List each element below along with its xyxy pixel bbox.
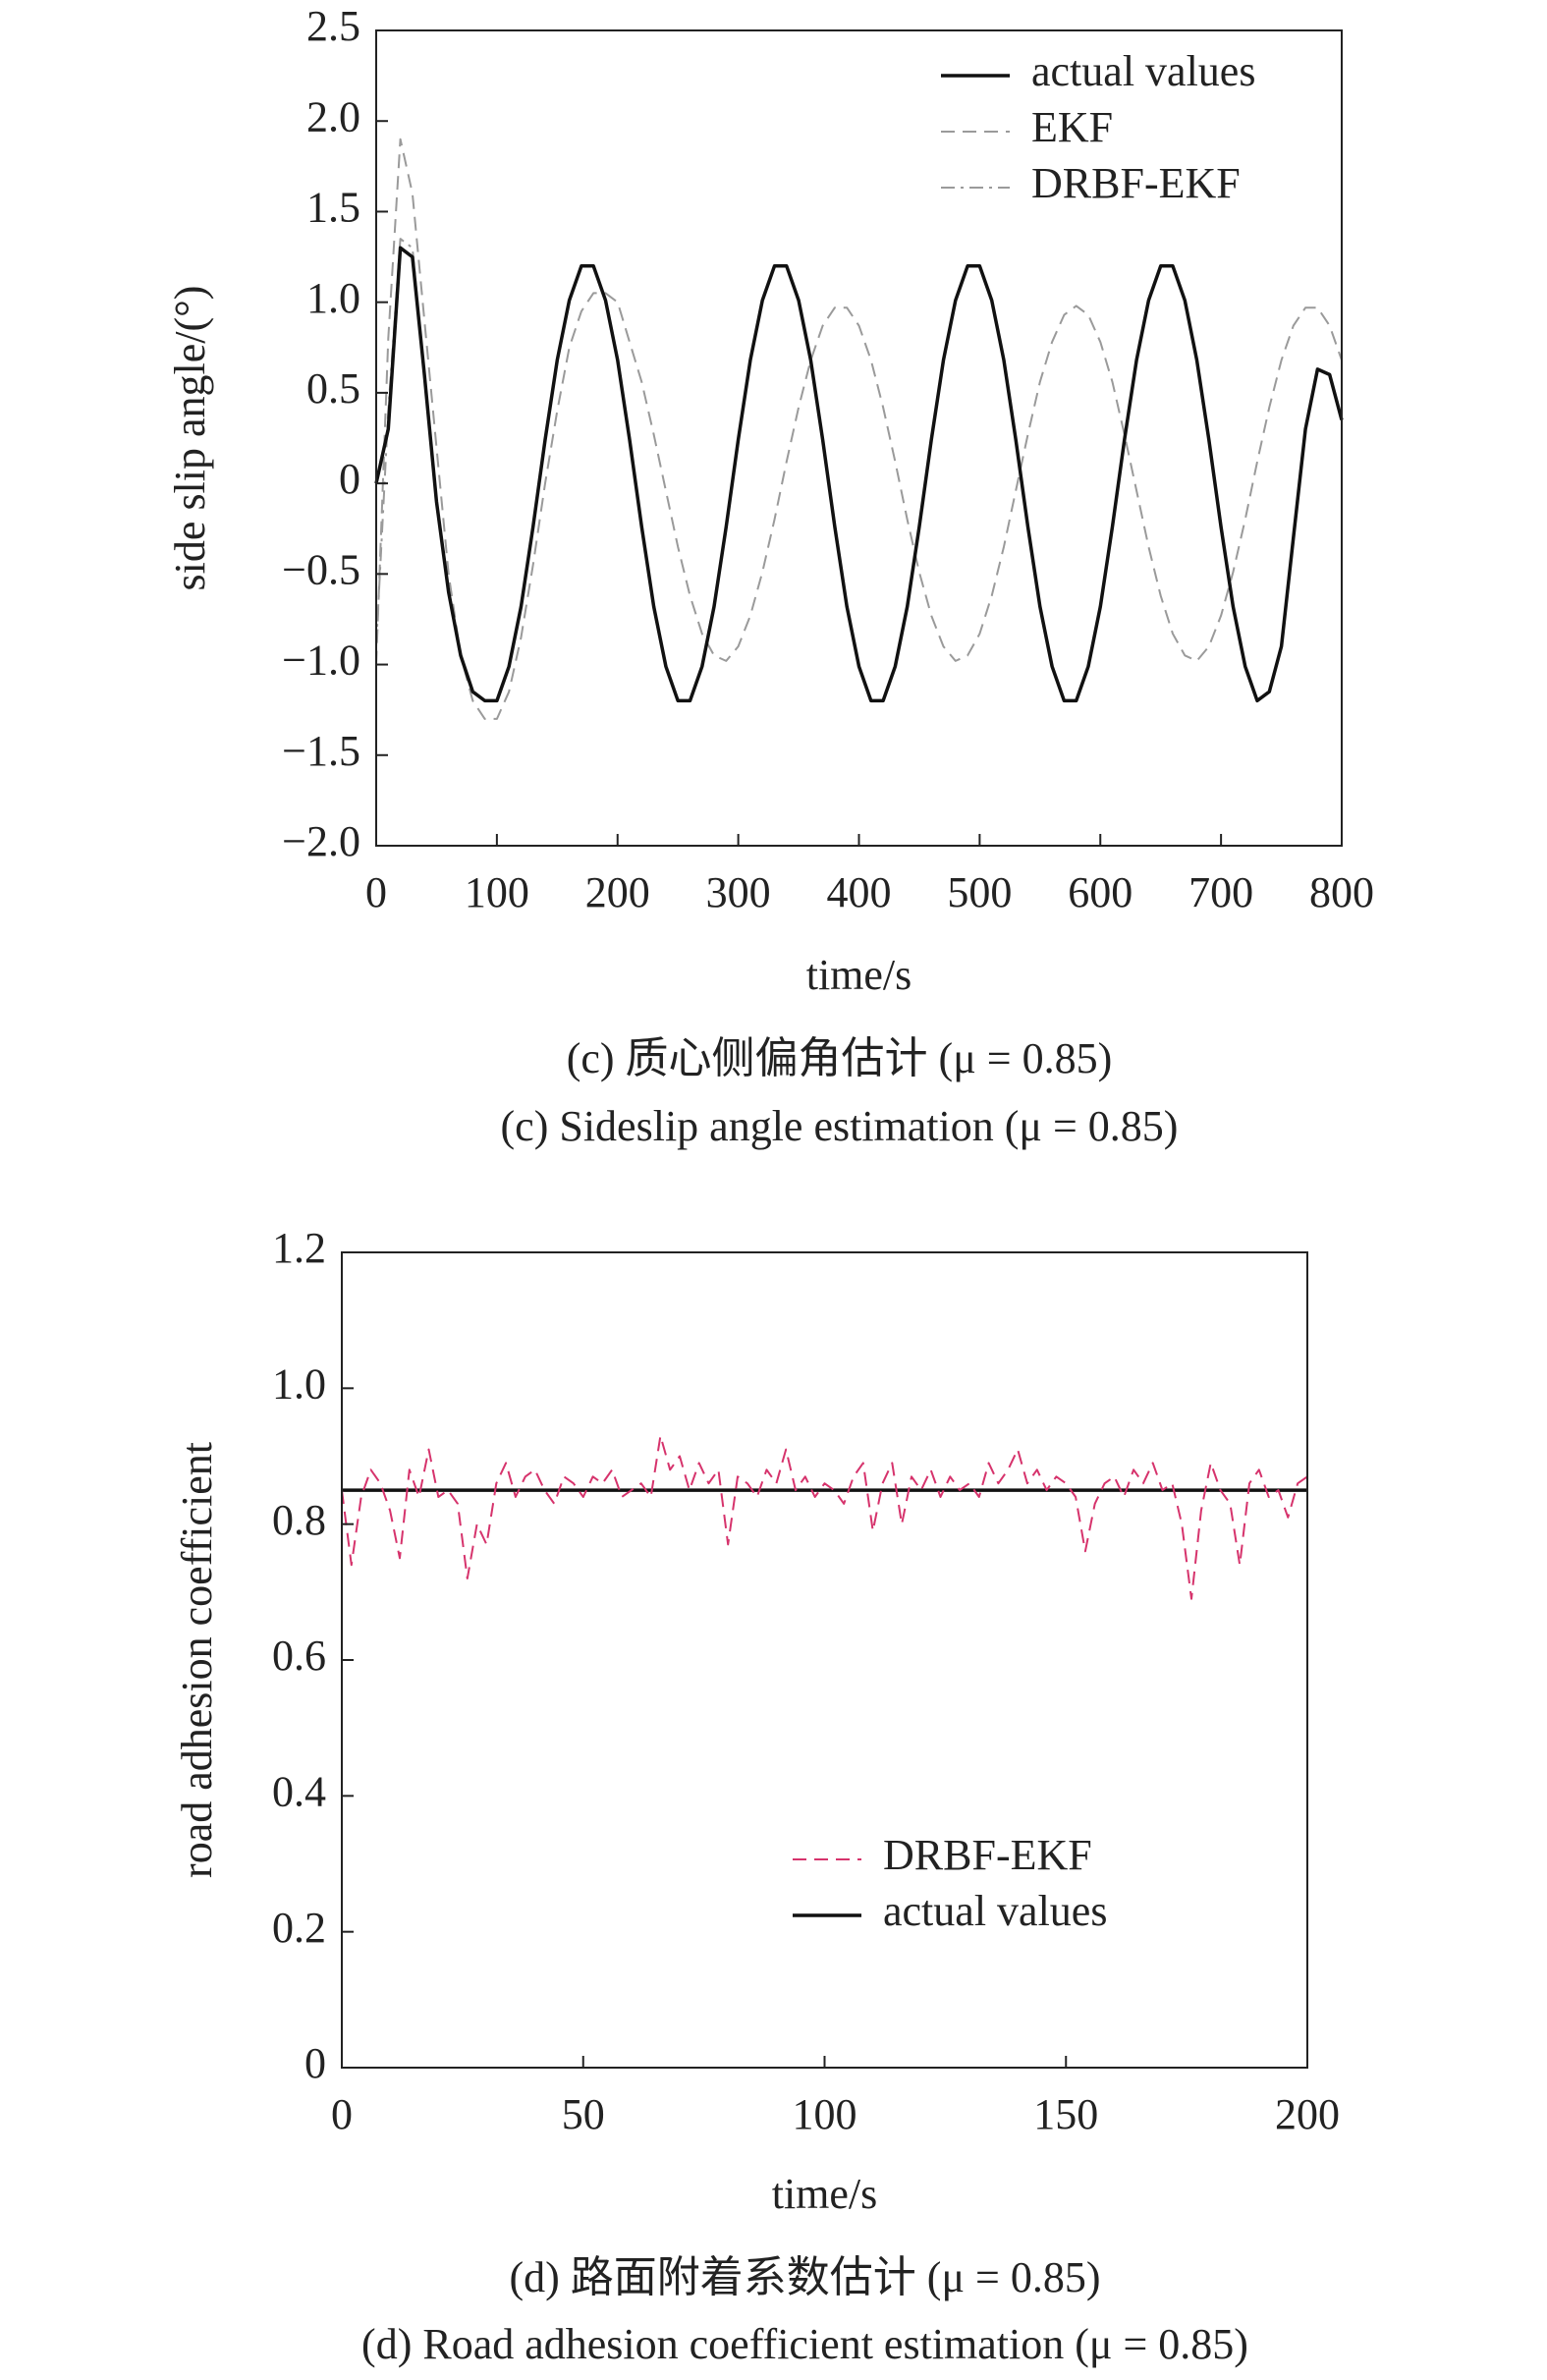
data-line xyxy=(375,238,1343,702)
y-tick-label: 0.8 xyxy=(272,1496,326,1544)
caption-cn: (c) 质心侧偏角估计 (μ = 0.85) xyxy=(567,1034,1113,1082)
y-tick-label: −1.0 xyxy=(282,637,360,685)
x-tick-label: 150 xyxy=(1033,2090,1098,2138)
legend-label: actual values xyxy=(1031,47,1255,95)
y-tick-label: 2.5 xyxy=(306,2,360,50)
y-tick-label: 1.5 xyxy=(306,184,360,232)
legend-label: DRBF-EKF xyxy=(883,1831,1092,1879)
y-tick-label: 0.4 xyxy=(272,1767,326,1815)
data-line xyxy=(374,246,1344,703)
x-tick-label: 200 xyxy=(585,868,650,916)
y-tick-label: 1.0 xyxy=(272,1359,326,1408)
y-tick-label: 0 xyxy=(304,2039,326,2087)
x-tick-label: 200 xyxy=(1275,2090,1340,2138)
legend-label: DRBF-EKF xyxy=(1031,159,1241,207)
y-tick-label: −1.5 xyxy=(282,727,360,775)
plot-frame xyxy=(341,1251,1308,2069)
caption-en: (c) Sideslip angle estimation (μ = 0.85) xyxy=(501,1102,1179,1150)
x-tick-label: 800 xyxy=(1309,868,1374,916)
x-axis-label: time/s xyxy=(772,2170,878,2218)
data-line xyxy=(375,138,1343,720)
y-tick-label: 2.0 xyxy=(306,92,360,140)
caption-en: (d) Road adhesion coefficient estimation… xyxy=(361,2320,1248,2368)
y-tick-label: 1.0 xyxy=(306,274,360,322)
legend-label: actual values xyxy=(883,1887,1107,1935)
x-axis-label: time/s xyxy=(806,951,912,999)
y-tick-label: 0.5 xyxy=(306,364,360,413)
y-tick-label: −2.0 xyxy=(282,817,360,865)
x-tick-label: 0 xyxy=(331,2090,353,2138)
caption-cn: (d) 路面附着系数估计 (μ = 0.85) xyxy=(509,2253,1100,2301)
x-tick-label: 600 xyxy=(1068,868,1133,916)
y-tick-label: 0.6 xyxy=(272,1632,326,1680)
plot-frame xyxy=(375,29,1343,847)
data-line xyxy=(341,1434,1308,1600)
x-tick-label: 100 xyxy=(465,868,529,916)
x-tick-label: 700 xyxy=(1188,868,1253,916)
x-tick-label: 500 xyxy=(947,868,1012,916)
y-tick-label: 0.2 xyxy=(272,1904,326,1952)
x-tick-label: 0 xyxy=(365,868,387,916)
y-tick-label: 1.2 xyxy=(272,1224,326,1272)
y-tick-label: 0 xyxy=(339,455,360,503)
legend-label: EKF xyxy=(1031,103,1113,151)
y-tick-label: −0.5 xyxy=(282,545,360,593)
y-axis-label: side slip angle/(°) xyxy=(166,286,214,591)
y-axis-label: road adhesion coefficient xyxy=(173,1442,221,1878)
x-tick-label: 100 xyxy=(793,2090,857,2138)
x-tick-label: 300 xyxy=(706,868,771,916)
x-tick-label: 50 xyxy=(562,2090,605,2138)
x-tick-label: 400 xyxy=(827,868,892,916)
